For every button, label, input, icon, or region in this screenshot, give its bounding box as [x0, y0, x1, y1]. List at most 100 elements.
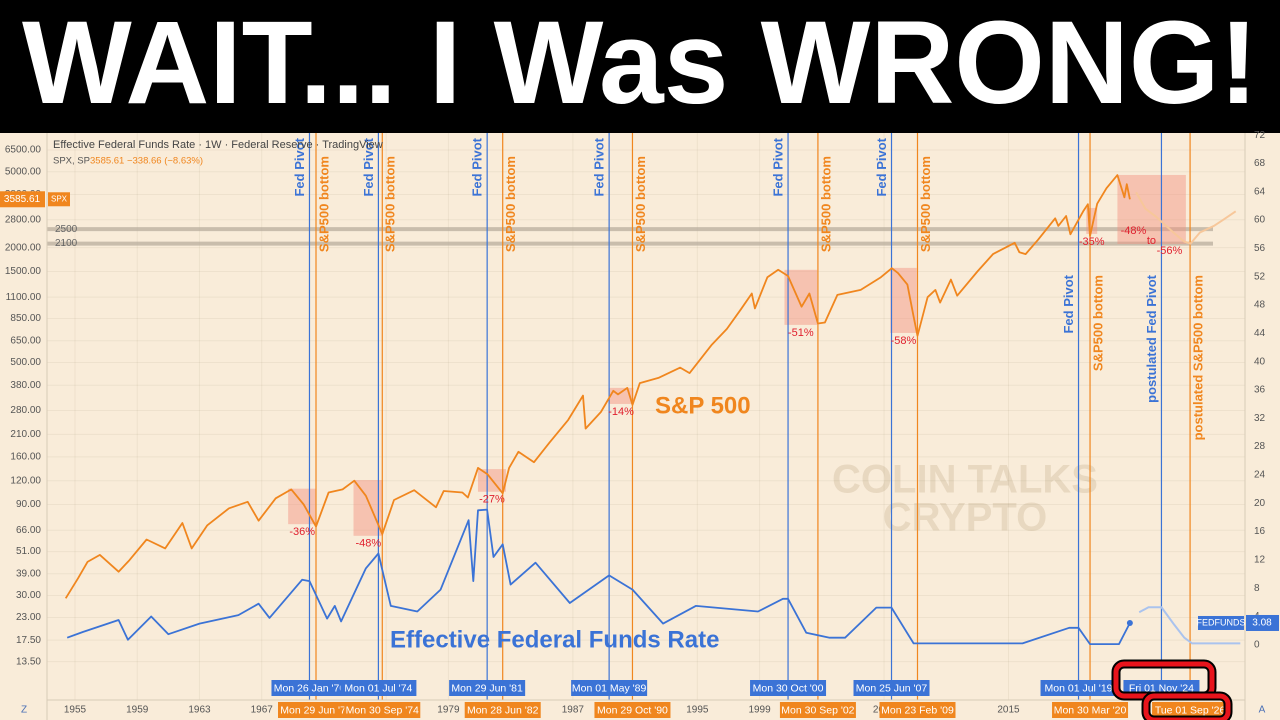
- x-tick-label: 1987: [562, 705, 585, 716]
- y-tick-label: 650.00: [10, 335, 41, 346]
- pivot-date: Mon 25 Jun '07: [856, 682, 928, 694]
- highlight-outline: [1143, 693, 1231, 720]
- bottom-date-tag: [1152, 702, 1229, 718]
- y-tick-label: 500.00: [10, 357, 41, 368]
- scale-button: Z: [21, 705, 27, 716]
- bottom-date-tag: [779, 702, 856, 718]
- y2-tick-label: 20: [1254, 498, 1266, 509]
- pivot-date: Fri 01 Nov '24: [1129, 682, 1194, 694]
- watermark-text: COLIN TALKS: [832, 458, 1098, 502]
- x-tick-label: 1959: [126, 705, 149, 716]
- y-tick-label: 160.00: [10, 452, 41, 463]
- pivot-label: Fed Pivot: [1061, 274, 1076, 333]
- drawdown-label: -56%: [1157, 245, 1183, 257]
- bottom-label: S&P500 bottom: [316, 156, 331, 252]
- y-tick-label: 90.00: [16, 499, 41, 510]
- x-tick-label: 1967: [251, 705, 274, 716]
- y-tick-label: 13.50: [16, 656, 41, 667]
- y-tick-label: 39.00: [16, 568, 41, 579]
- y2-tick-label: 16: [1254, 526, 1266, 537]
- drawdowns: [47, 174, 1213, 536]
- x-tick-label: 1995: [686, 705, 709, 716]
- pivot-label: Fed Pivot: [361, 137, 376, 196]
- y-tick-label: 210.00: [10, 429, 41, 440]
- y2-tick-label: 60: [1254, 215, 1266, 226]
- drawdown-label: -58%: [891, 335, 917, 347]
- bottom-date-tag: [1052, 702, 1129, 718]
- pivot-date-tag: [750, 680, 827, 696]
- series-line: [64, 174, 1131, 599]
- symbol-tag-text: SPX: [51, 194, 68, 203]
- series: [64, 174, 1241, 645]
- drawdown-label: -14%: [608, 406, 634, 418]
- series-name: S&P 500: [655, 392, 751, 419]
- banner-background: [0, 0, 1280, 133]
- bottom-label: S&P500 bottom: [383, 156, 398, 252]
- y2-tick-label: 72: [1254, 130, 1266, 141]
- x-tick-label: 1955: [64, 705, 87, 716]
- pivot-label: Fed Pivot: [292, 137, 307, 196]
- bottom-label: S&P500 bottom: [818, 156, 833, 252]
- projection-line: [1138, 606, 1241, 645]
- annotations: 2500 2100 -36% -48% -27% -14% -51% -58% -35% -48%…: [55, 137, 1206, 653]
- y-tick-label: 2000.00: [5, 242, 42, 253]
- y-tick-label: 2800.00: [5, 214, 42, 225]
- bottom-date: Mon 29 Jun '70: [280, 704, 352, 716]
- y2-tick-label: 32: [1254, 413, 1266, 424]
- x-tick-label: 2015: [997, 705, 1020, 716]
- y2-tick-label: 40: [1254, 356, 1266, 367]
- bottom-label: S&P500 bottom: [918, 156, 933, 252]
- y-tick-label: 1500.00: [5, 266, 42, 277]
- pivot-date-tag: [340, 680, 417, 696]
- y-tick-label: 5000.00: [5, 166, 42, 177]
- pivot-label: Fed Pivot: [770, 137, 785, 196]
- drawdown-label: -35%: [1079, 236, 1105, 248]
- y-tick-label: 17.50: [16, 635, 41, 646]
- scale-button: A: [1259, 705, 1266, 716]
- drawdown-label: to: [1147, 235, 1156, 247]
- y-tick-label: 380.00: [10, 380, 41, 391]
- bottom-date: Tue 01 Sep '26: [1155, 704, 1226, 716]
- y2-tick-label: 44: [1254, 328, 1266, 339]
- y-tick-label: 23.00: [16, 612, 41, 623]
- pivot-date-tag: [853, 680, 930, 696]
- bottom-date: Mon 30 Mar '20: [1054, 704, 1127, 716]
- y2-tick-label: 8: [1254, 583, 1260, 594]
- bottom-date: Mon 30 Sep '02: [781, 704, 854, 716]
- x-tick-label: 1979: [437, 705, 460, 716]
- bottom-date-tag: [278, 702, 355, 718]
- watermark-text: CRYPTO: [883, 496, 1047, 540]
- bottom-label: postulated S&P500 bottom: [1191, 275, 1206, 440]
- pivot-date: Mon 30 Oct '00: [753, 682, 824, 694]
- drawdown-box: [890, 267, 917, 333]
- bottom-date-tag: [879, 702, 956, 718]
- grid: [47, 133, 1245, 700]
- banner-title: WAIT... I Was WRONG!: [22, 0, 1258, 129]
- y2-tick-label: 48: [1254, 300, 1266, 311]
- pivot-date-tag: [1040, 680, 1117, 696]
- bottom-date: Mon 30 Sep '74: [346, 704, 419, 716]
- y-tick-label: 120.00: [10, 475, 41, 486]
- y2-tick-label: 52: [1254, 271, 1266, 282]
- y-tick-label: 30.00: [16, 590, 41, 601]
- x-tick-label: 1999: [748, 705, 771, 716]
- pivot-date: Mon 01 Jul '19: [1045, 682, 1113, 694]
- bottom-date-tag: [344, 702, 421, 718]
- level-label: 2500: [55, 224, 78, 235]
- drawdown-label: -36%: [289, 526, 315, 538]
- last-point: [1126, 619, 1133, 626]
- pivot-date-tag: [271, 680, 348, 696]
- y2-tick-label: 68: [1254, 158, 1266, 169]
- bottom-date: Mon 23 Feb '09: [881, 704, 954, 716]
- y-tick-label: 51.00: [16, 546, 41, 557]
- pivot-date: Mon 01 Jul '74: [344, 682, 412, 694]
- value-tag-text: 3.08: [1252, 618, 1272, 629]
- highlight: [1111, 659, 1233, 720]
- projection-line: [1135, 191, 1237, 245]
- level-label: 2100: [55, 238, 78, 249]
- series-name: Effective Federal Funds Rate: [390, 626, 719, 653]
- value-tag-text: 3585.61: [4, 194, 41, 205]
